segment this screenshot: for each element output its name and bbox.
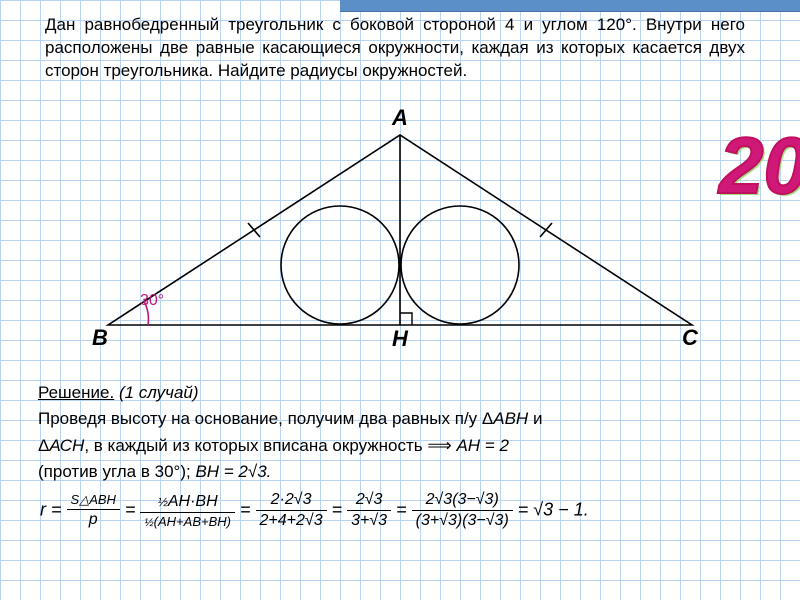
sol-line2c: , в каждый из которых вписана окружность… [84, 436, 456, 455]
angle-label: 30° [140, 292, 164, 310]
f2na: ½ [158, 495, 168, 509]
top-bar [340, 0, 800, 12]
f5-den: (3+√3)(3−√3) [412, 511, 513, 531]
label-a: A [392, 105, 408, 131]
f3-den: 2+4+2√3 [256, 511, 327, 531]
result: = √3 − 1. [518, 499, 589, 519]
sol-line3b: BH = 2√3. [195, 462, 271, 481]
eq4: = [396, 499, 407, 519]
eq1: = [125, 499, 136, 519]
triangle-figure [40, 115, 720, 355]
frac4: 2√3 3+√3 [347, 490, 391, 531]
frac1: S△ABH p [67, 491, 120, 530]
sol-line1c: и [528, 409, 542, 428]
f2-num: ½AH·BH [140, 492, 235, 513]
sol-line2a: Δ [38, 436, 49, 455]
frac5: 2√3(3−√3) (3+√3)(3−√3) [412, 490, 513, 531]
label-c: C [682, 325, 698, 351]
sol-line1b: АВН [493, 409, 528, 428]
f1-den: p [67, 510, 120, 530]
r-eq: r = [40, 499, 62, 519]
slide-number: 20 [719, 120, 800, 212]
f1-num: S△ABH [67, 491, 120, 510]
sol-line1a: Проведя высоту на основание, получим два… [38, 409, 493, 428]
f5-num: 2√3(3−√3) [412, 490, 513, 511]
f2da: ½ [144, 517, 153, 529]
f3-num: 2·2√3 [256, 490, 327, 511]
eq3: = [332, 499, 343, 519]
f2nb: AH·BH [168, 493, 218, 510]
frac2: ½AH·BH ½(AH+AB+BH) [140, 492, 235, 530]
label-h: H [392, 326, 408, 352]
diagram: 30° A B C H [40, 115, 720, 355]
sol-line3a: (против угла в 30°); [38, 462, 195, 481]
sol-line2b: АСН [49, 436, 84, 455]
solution-heading: Решение. [38, 383, 114, 402]
f2db: (AH+AB+BH) [154, 514, 231, 529]
formula-block: r = S△ABH p = ½AH·BH ½(AH+AB+BH) = 2·2√3… [40, 490, 790, 531]
sol-line2d: AH = 2 [456, 436, 508, 455]
f4-den: 3+√3 [347, 511, 391, 531]
label-b: B [92, 325, 108, 351]
solution-text: Решение. (1 случай) Проведя высоту на ос… [38, 380, 760, 485]
eq2: = [240, 499, 251, 519]
f4-num: 2√3 [347, 490, 391, 511]
f2-den: ½(AH+AB+BH) [140, 513, 235, 530]
problem-text: Дан равнобедренный треугольник с боковой… [45, 14, 745, 83]
solution-case: (1 случай) [119, 383, 199, 402]
frac3: 2·2√3 2+4+2√3 [256, 490, 327, 531]
